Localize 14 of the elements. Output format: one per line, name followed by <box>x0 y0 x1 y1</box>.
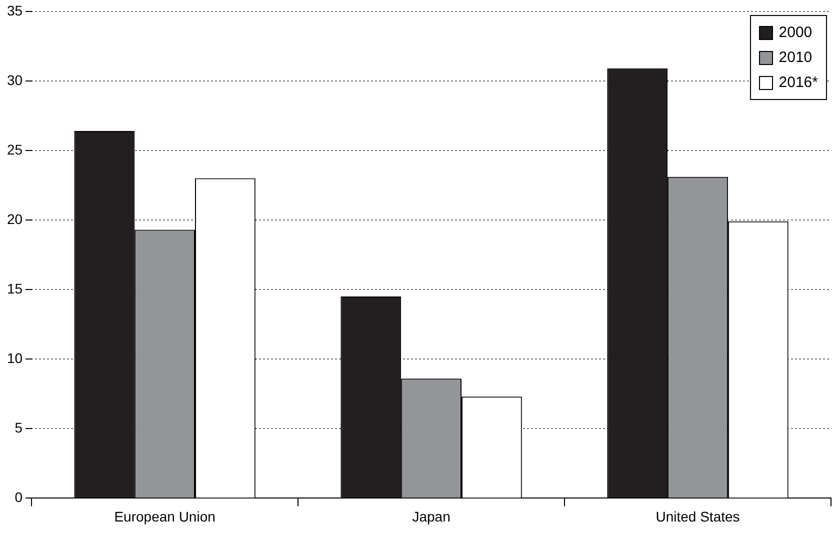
y-tick-label: 30 <box>6 72 23 88</box>
y-tick-label: 15 <box>6 280 23 296</box>
x-tick-label: Japan <box>412 508 450 524</box>
y-tick-label: 35 <box>6 2 23 18</box>
text: 2016* <box>778 73 818 94</box>
y-tick-label: 0 <box>14 489 23 506</box>
legend-label: 2010 <box>778 48 814 68</box>
x-tick-label: United States <box>656 508 740 524</box>
y-tick-label: 25 <box>6 141 23 158</box>
legend-label: 2000 <box>778 23 814 44</box>
y-tick-label: 20 <box>6 210 23 227</box>
y-tick-label: 10 <box>6 350 23 366</box>
x-tick-label: European Union <box>114 508 216 524</box>
y-tick-label: 5 <box>14 420 23 436</box>
